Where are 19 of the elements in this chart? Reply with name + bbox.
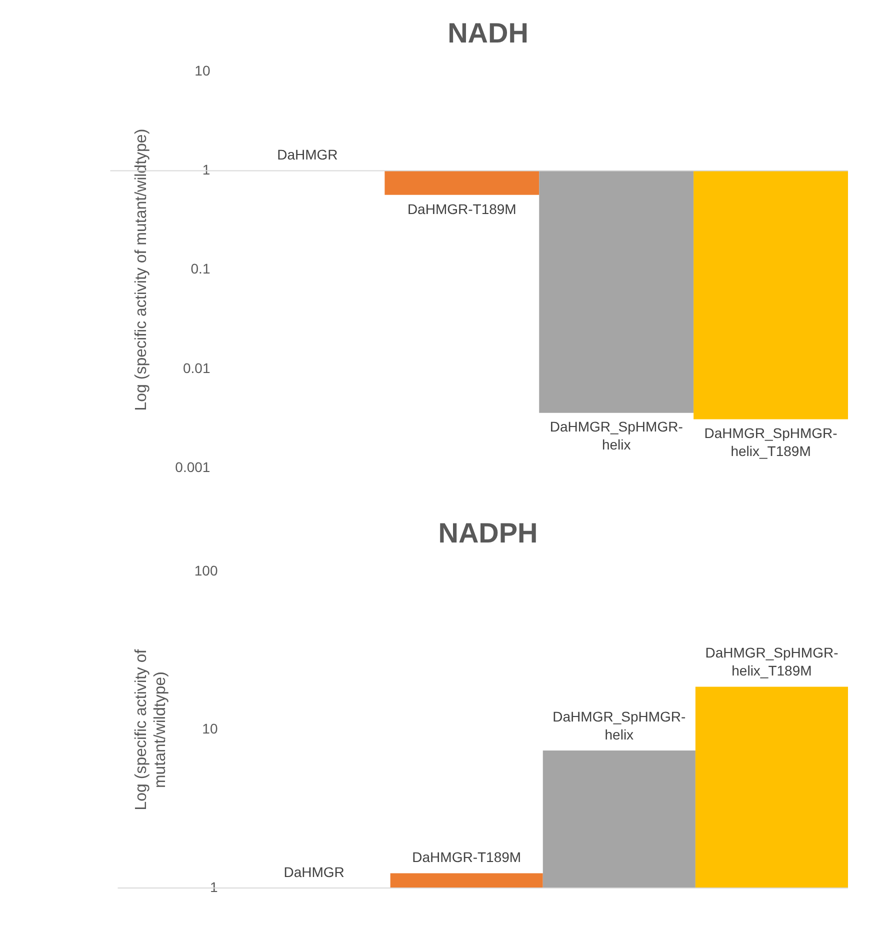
chart-title: NADH xyxy=(448,18,528,49)
annotation: DaHMGR_SpHMGR-helix xyxy=(550,418,684,453)
annotation: DaHMGR_SpHMGR-helix_T189M xyxy=(704,425,838,460)
y-tick-label: 10 xyxy=(194,62,210,78)
chart-title: NADPH xyxy=(438,518,538,549)
y-tick-label: 0.1 xyxy=(190,260,210,277)
annotation: DaHMGR-T189M xyxy=(412,849,522,866)
annotation: DaHMGR xyxy=(277,146,338,163)
y-tick-label: 1 xyxy=(202,162,210,178)
y-tick-label: 100 xyxy=(194,562,218,578)
y-tick-label: 0.001 xyxy=(175,458,210,475)
y-tick-label: 0.01 xyxy=(182,360,210,376)
y-axis-title: Log (specific activity of mutant/wildtype) xyxy=(133,648,170,810)
annotation: DaHMGR xyxy=(284,864,344,880)
annotation: DaHMGR_SpHMGR-helix_T189M xyxy=(705,644,839,679)
y-axis-title: Log (specific activity of mutant/wildtype) xyxy=(133,128,150,411)
y-tick-label: 10 xyxy=(202,720,218,737)
annotation: DaHMGR_SpHMGR-helix xyxy=(552,708,686,742)
annotation: DaHMGR-T189M xyxy=(407,200,516,217)
